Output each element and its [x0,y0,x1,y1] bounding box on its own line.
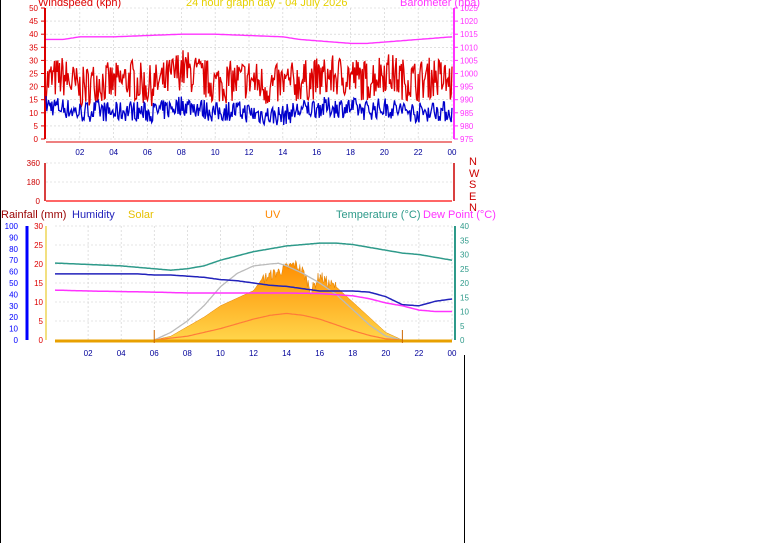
p1-y2-tick-label: 1005 [460,56,478,65]
p1-x-tick-label: 16 [312,148,321,157]
direction-letters: N W S E N [469,157,479,215]
frame-right-line [464,355,465,543]
p3-y-tick-label: 70 [9,256,18,265]
p3-x-tick-label: 14 [282,349,291,358]
legend-temperature: Temperature (°C) [336,209,420,221]
p1-x-tick-label: 00 [448,148,457,157]
legend-uv: UV [265,209,280,221]
p1-y2-tick-label: 975 [460,135,474,144]
p3-x-tick-label: 10 [216,349,225,358]
p1-y-tick-label: 0 [34,135,39,144]
legend-dewpoint: Dew Point (°C) [423,209,496,221]
p1-x-tick-label: 08 [177,148,186,157]
legend-humidity: Humidity [72,209,115,221]
p1-y-tick-label: 25 [29,70,38,79]
p3-y-tick-label: 50 [9,279,18,288]
p3-x-tick-label: 16 [315,349,324,358]
p3-y-left2-tick-label: 5 [39,317,44,326]
p3-y-tick-label: 0 [14,336,19,345]
p2-y-tick-label: 0 [36,197,41,206]
p3-y2-tick-label: 20 [460,279,469,288]
p1-y2-tick-label: 980 [460,122,474,131]
p3-y-tick-label: 100 [5,222,19,231]
frame-left-line [0,0,1,543]
p1-y2-tick-label: 1010 [460,43,478,52]
p1-y-tick-label: 20 [29,83,38,92]
p1-y-tick-label: 10 [29,109,38,118]
p1-y2-tick-label: 990 [460,96,474,105]
p3-x-tick-label: 18 [348,349,357,358]
p1-y2-tick-label: 1000 [460,70,478,79]
p1-x-tick-label: 10 [211,148,220,157]
p3-x-tick-label: 06 [150,349,159,358]
p3-y2-tick-label: 35 [460,236,469,245]
p3-y-left2-tick-label: 0 [39,336,44,345]
chart-title: 24 hour graph day - 04 July 2026 [186,0,347,9]
p3-y2-tick-label: 30 [460,251,469,260]
p2-y-tick-label: 360 [27,159,41,168]
p1-y-tick-label: 40 [29,30,38,39]
series-solar-area [154,260,402,340]
p3-y-tick-label: 20 [9,313,18,322]
p1-x-tick-label: 02 [75,148,84,157]
p1-y-tick-label: 30 [29,56,38,65]
p3-y-tick-label: 80 [9,245,18,254]
p3-y2-tick-label: 5 [460,322,465,331]
p3-y-left2-tick-label: 15 [34,279,43,288]
p3-x-tick-label: 12 [249,349,258,358]
windspeed-axis-label: Windspeed (kph) [38,0,121,9]
p3-y-tick-label: 60 [9,268,18,277]
p3-y-tick-label: 10 [9,325,18,334]
p3-y-tick-label: 90 [9,233,18,242]
p1-y2-tick-label: 1015 [460,30,478,39]
p3-y2-tick-label: 15 [460,293,469,302]
p3-y2-tick-label: 40 [460,222,469,231]
p1-x-tick-label: 04 [109,148,118,157]
p3-y-left2-tick-label: 10 [34,298,43,307]
p3-x-tick-label: 02 [84,349,93,358]
p1-x-tick-label: 06 [143,148,152,157]
p1-y2-tick-label: 995 [460,83,474,92]
p1-y-tick-label: 15 [29,96,38,105]
p3-y-left2-tick-label: 20 [34,260,43,269]
p1-y-tick-label: 5 [34,122,39,131]
p3-y-tick-label: 30 [9,302,18,311]
p1-y-tick-label: 35 [29,43,38,52]
p3-y-tick-label: 40 [9,290,18,299]
legend-rainfall: Rainfall (mm) [1,209,66,221]
dir-letter-s: S [469,180,479,192]
p3-y-left2-tick-label: 25 [34,241,43,250]
p1-x-tick-label: 22 [414,148,423,157]
p1-x-tick-label: 20 [380,148,389,157]
p2-y-tick-label: 180 [27,178,41,187]
p1-x-tick-label: 14 [278,148,287,157]
series-barometer-line [46,34,452,43]
p3-x-tick-label: 04 [117,349,126,358]
p3-y2-tick-label: 10 [460,308,469,317]
p3-x-tick-label: 08 [183,349,192,358]
legend-solar: Solar [128,209,154,221]
p3-y-left2-tick-label: 30 [34,222,43,231]
p1-y2-tick-label: 1020 [460,17,478,26]
barometer-axis-label: Barometer (hpa) [400,0,480,9]
p1-x-tick-label: 18 [346,148,355,157]
p3-y2-tick-label: 25 [460,265,469,274]
dir-letter-n-top: N [469,157,479,169]
p3-x-tick-label: 22 [414,349,423,358]
p3-y2-tick-label: 0 [460,336,465,345]
p3-x-tick-label: 20 [381,349,390,358]
p1-y-tick-label: 45 [29,17,38,26]
p1-x-tick-label: 12 [245,148,254,157]
p3-x-tick-label: 00 [448,349,457,358]
p1-y2-tick-label: 985 [460,109,474,118]
